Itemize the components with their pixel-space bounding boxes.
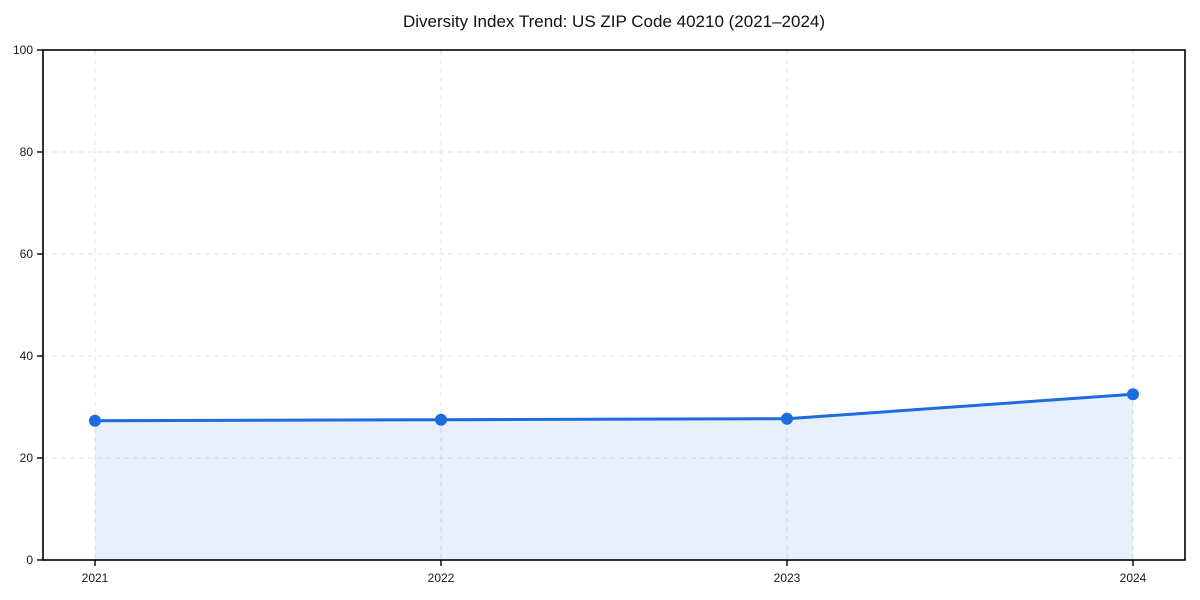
series-line xyxy=(93,392,1135,423)
y-tick-label: 100 xyxy=(13,43,33,57)
x-tick-label: 2022 xyxy=(428,571,455,585)
marker-layer xyxy=(89,388,1139,427)
label-layer: 0 20 40 60 80 100 2021 2022 2023 2024 xyxy=(13,43,1147,585)
y-tick-label: 0 xyxy=(26,553,33,567)
data-point-marker xyxy=(781,412,793,425)
data-point-marker xyxy=(1127,388,1139,401)
y-tick-label: 20 xyxy=(20,451,34,465)
data-point-marker xyxy=(89,414,101,427)
x-tick-label: 2023 xyxy=(774,571,801,585)
area-layer xyxy=(95,394,1133,560)
x-tick-label: 2024 xyxy=(1120,571,1147,585)
axis-layer xyxy=(37,49,1186,566)
y-tick-label: 40 xyxy=(20,349,34,363)
y-tick-label: 80 xyxy=(20,145,34,159)
area-fill xyxy=(95,394,1133,560)
data-point-marker xyxy=(435,413,447,426)
line-layer xyxy=(93,392,1135,423)
y-tick-label: 60 xyxy=(20,247,34,261)
x-tick-label: 2021 xyxy=(82,571,109,585)
plot-border xyxy=(42,49,1186,561)
chart-title: Diversity Index Trend: US ZIP Code 40210… xyxy=(403,12,825,31)
